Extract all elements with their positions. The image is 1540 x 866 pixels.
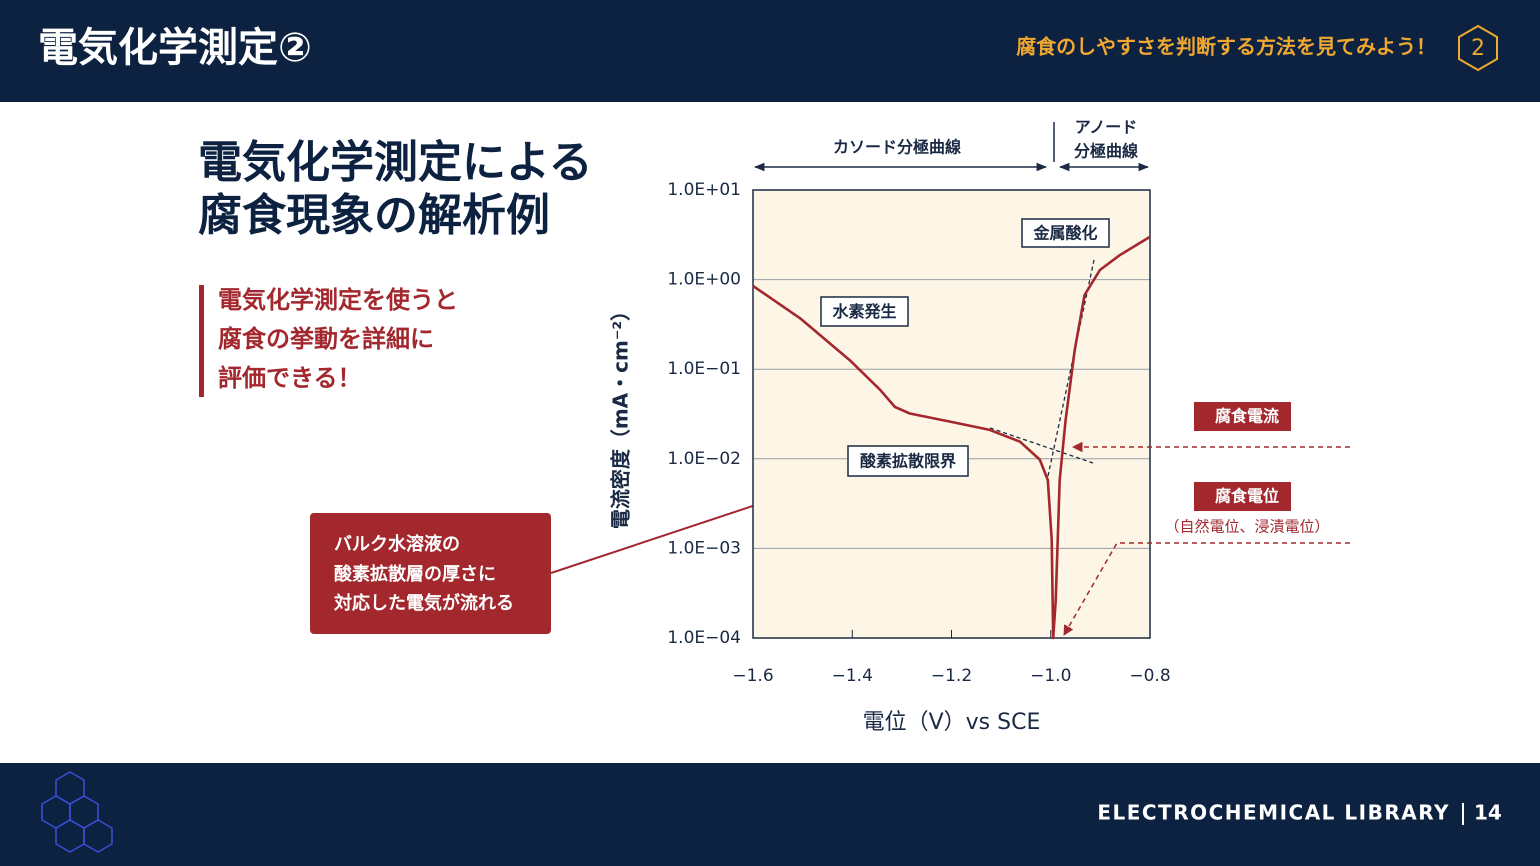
- heading: 腐食現象の解析例: [198, 190, 550, 241]
- y-tick-label: 1.0E−02: [667, 449, 741, 469]
- corrosion-potential-box: [1194, 482, 1291, 511]
- hydrogen-box: [820, 296, 909, 327]
- polarization-curve: [752, 235, 1151, 640]
- footer-page: 14: [1474, 801, 1502, 825]
- plot-border: [752, 189, 1151, 639]
- header-subtitle: 腐食のしやすさを判断する方法を見てみよう！: [1016, 35, 1436, 59]
- cathodic-label: カソード分極曲線: [833, 138, 961, 157]
- callout-text: バルク水溶液の: [334, 533, 460, 555]
- chart: 1.0E−04 1.0E−03 1.0E−02 1.0E−01 1.0E+00 1.0E+…: [609, 180, 1171, 735]
- x-tick-label: −1.4: [832, 666, 873, 686]
- oxidation-label: 金属酸化: [1032, 224, 1097, 243]
- callout-text: 対応した電気が流れる: [333, 592, 514, 614]
- anodic-label: アノード: [1075, 118, 1138, 137]
- plot-area: [753, 190, 1150, 638]
- anodic-label: 分極曲線: [1074, 142, 1138, 161]
- point-bar: [199, 285, 204, 397]
- x-axis-label: 電位（V）vs SCE: [863, 710, 1041, 735]
- y-tick-label: 1.0E−01: [667, 359, 741, 379]
- corrosion-current-label: 腐食電流: [1215, 407, 1279, 426]
- corrosion-potential-label: 腐食電位: [1215, 487, 1279, 506]
- header-title: 電気化学測定②: [38, 25, 312, 71]
- footer-logo: [41, 771, 113, 853]
- potential-note: （自然電位、浸漬電位）: [1164, 518, 1329, 536]
- y-tick-label: 1.0E+00: [667, 270, 741, 290]
- y-tick-label: 1.0E−03: [667, 538, 741, 558]
- footer-brand: ELECTROCHEMICAL LIBRARY: [1097, 801, 1450, 825]
- footer-bar: [0, 763, 1540, 866]
- x-tick-label: −1.6: [732, 666, 773, 686]
- callout-box: [310, 513, 551, 634]
- oxygen-box: [847, 445, 969, 477]
- callout-text: 酸素拡散層の厚さに: [334, 563, 496, 585]
- y-axis-label: 電流密度（mA・cm⁻²）: [609, 301, 633, 529]
- header-bar: [0, 0, 1540, 102]
- y-tick-label: 1.0E+01: [667, 180, 741, 200]
- y-tick-label: 1.0E−04: [667, 628, 741, 648]
- step-hexagon: [1458, 24, 1498, 72]
- oxygen-label: 酸素拡散限界: [860, 452, 956, 471]
- corrosion-current-box: [1194, 402, 1291, 431]
- hydrogen-label: 水素発生: [832, 302, 896, 321]
- tafel-line: [1047, 259, 1095, 477]
- oxidation-box: [1021, 218, 1110, 248]
- point-text: 評価できる！: [218, 364, 362, 392]
- point-text: 腐食の挙動を詳細に: [218, 325, 434, 353]
- point-text: 電気化学測定を使うと: [218, 286, 458, 314]
- x-tick-label: −0.8: [1129, 666, 1170, 686]
- x-tick-label: −1.0: [1030, 666, 1071, 686]
- heading: 電気化学測定による: [198, 137, 593, 188]
- x-tick-label: −1.2: [931, 666, 972, 686]
- step-number: 2: [1471, 36, 1485, 61]
- annotations: カソード分極曲線 アノード 分極曲線 腐食電流 腐食電位 （自然電位、浸漬電位）: [753, 118, 1350, 636]
